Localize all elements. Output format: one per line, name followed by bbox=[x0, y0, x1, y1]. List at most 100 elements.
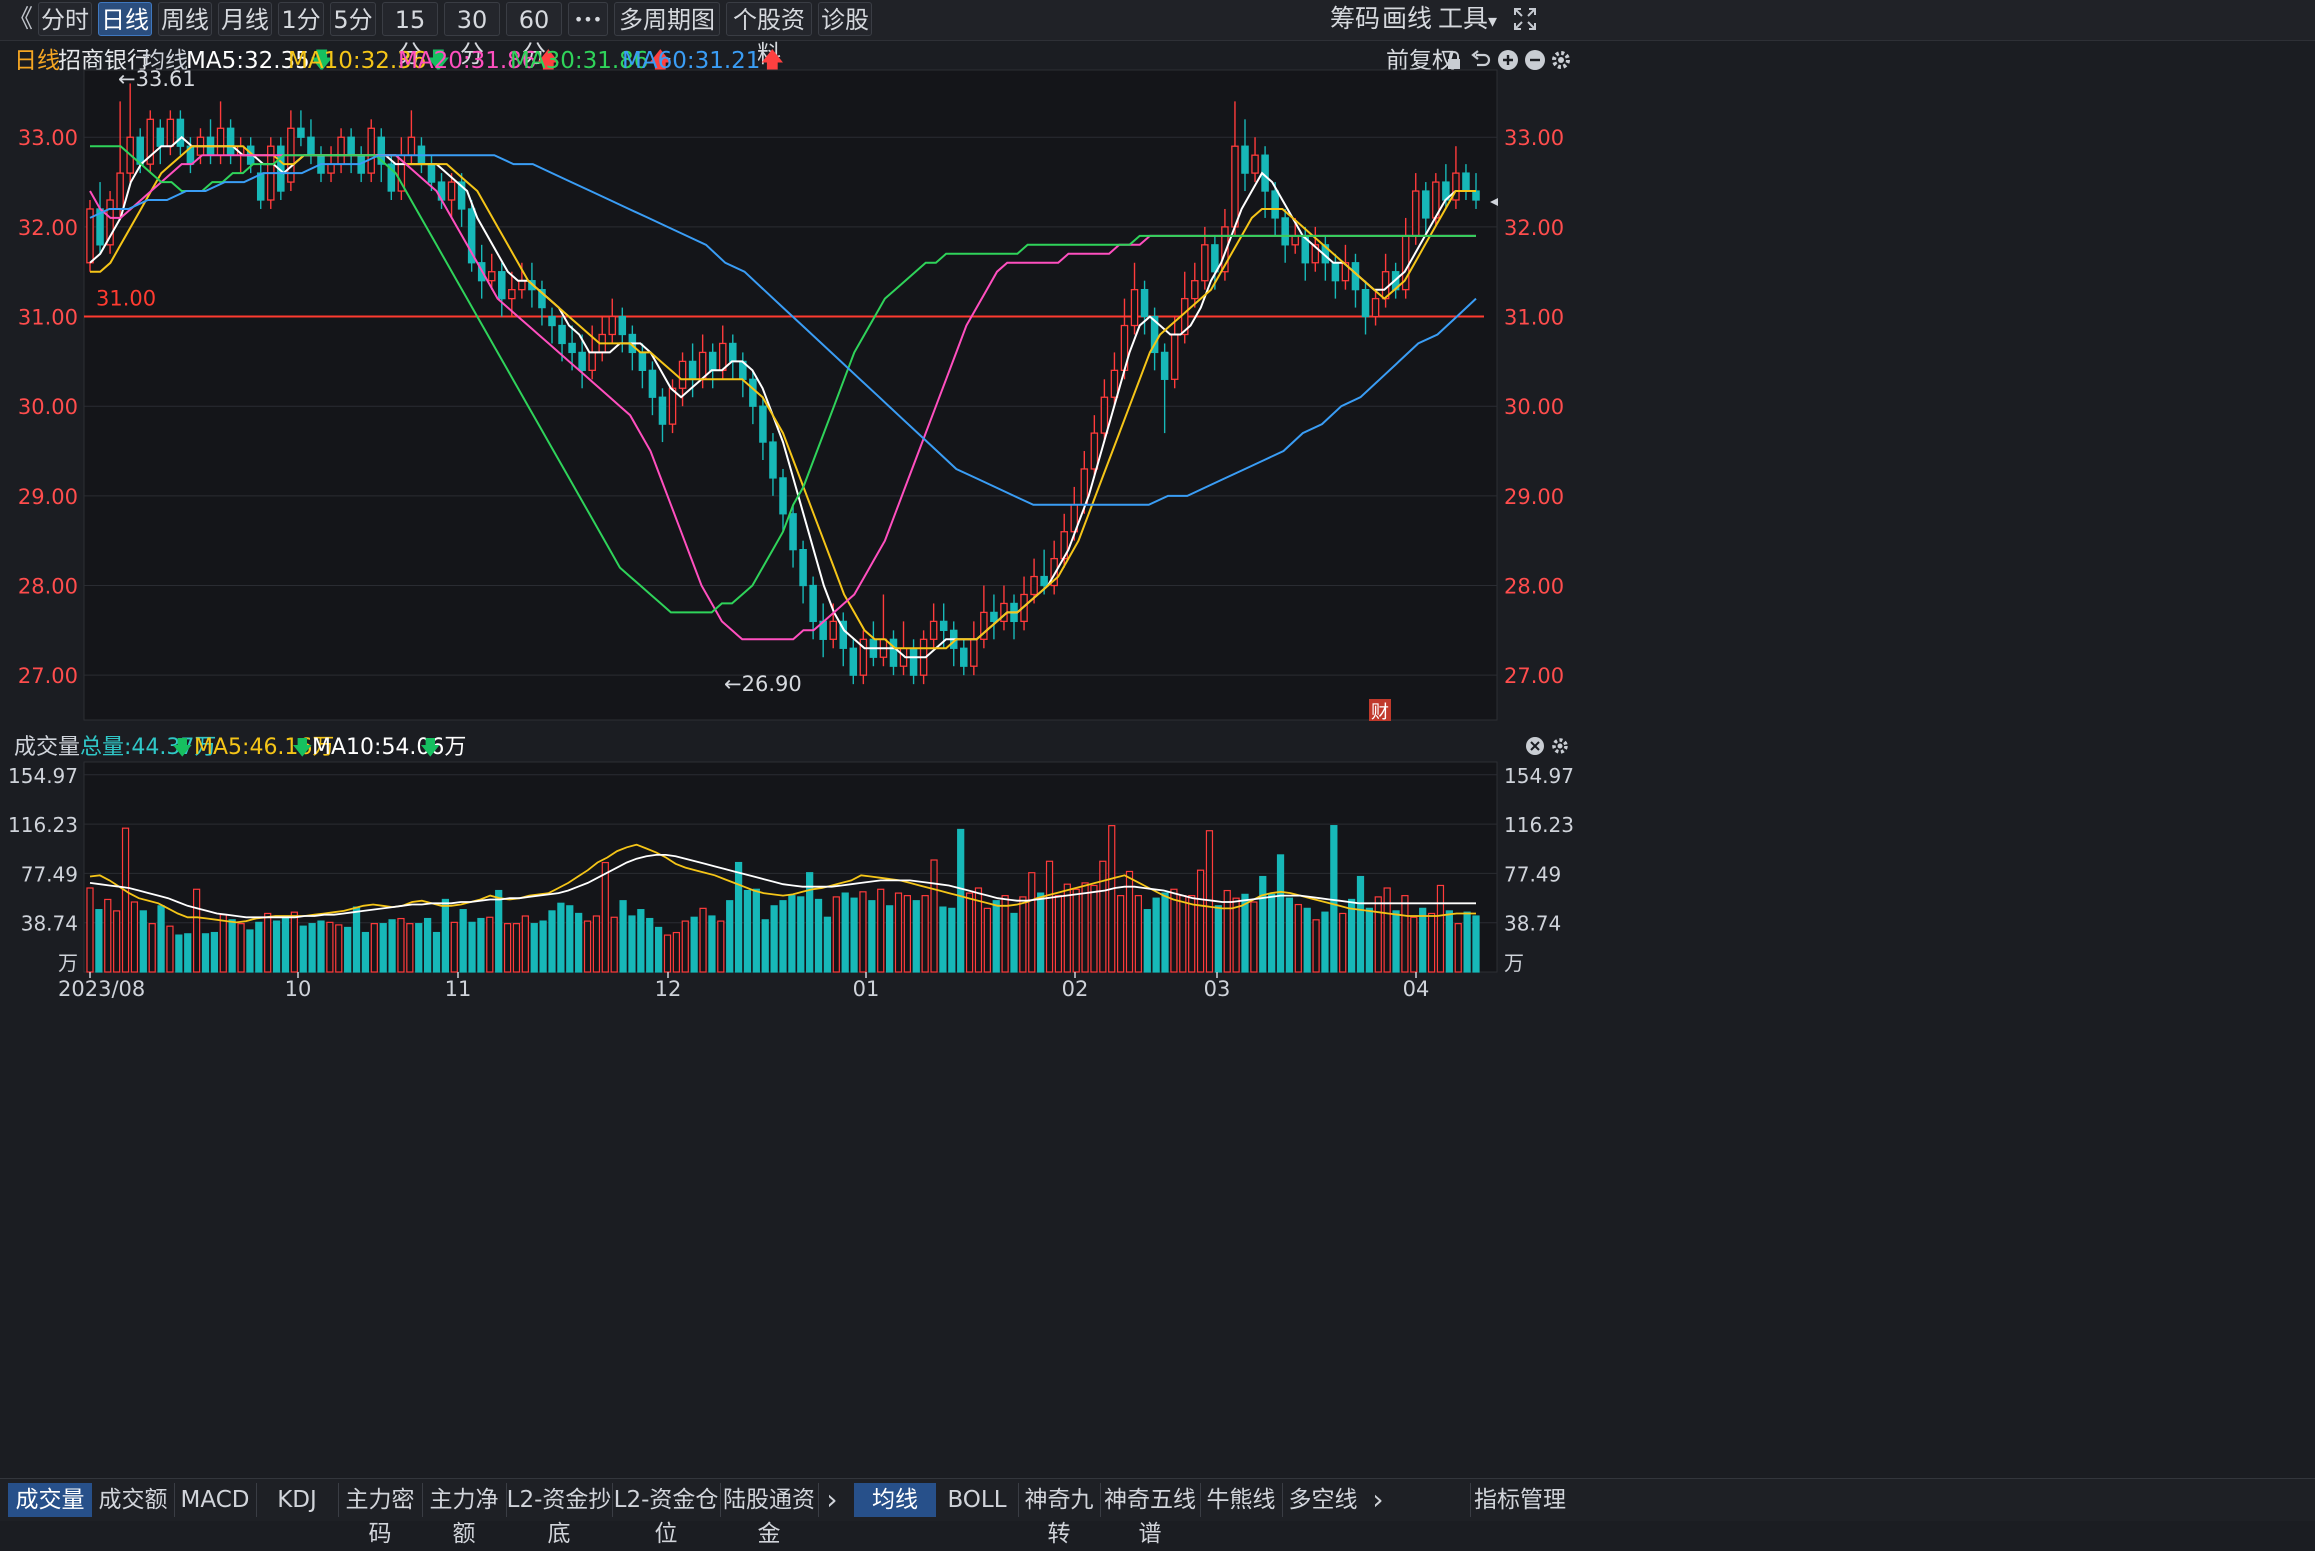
gear-icon[interactable] bbox=[1550, 49, 1572, 71]
fullscreen-icon[interactable] bbox=[1512, 6, 1538, 32]
volume-bar-up bbox=[1374, 896, 1382, 973]
volume-axis-left: 154.97 116.23 77.49 38.74 万 bbox=[8, 764, 78, 975]
volume-bar-up bbox=[1063, 883, 1071, 973]
candle-down bbox=[156, 127, 165, 147]
finance-badge[interactable]: 财 bbox=[1369, 699, 1391, 723]
close-volume-icon[interactable] bbox=[1526, 737, 1544, 755]
tab-kdj[interactable]: KDJ bbox=[256, 1483, 339, 1517]
diagnose-button[interactable]: 诊股 bbox=[818, 2, 872, 36]
tab-magic-five[interactable]: 神奇五线谱 bbox=[1100, 1483, 1201, 1547]
price-tick-right: 29.00 bbox=[1504, 485, 1564, 509]
indicator-manage-button[interactable]: 指标管理 bbox=[1470, 1483, 1569, 1517]
period-tab-daily[interactable]: 日线 bbox=[98, 2, 152, 36]
tools-button[interactable]: 工具▾ bbox=[1438, 2, 1497, 36]
date-label: 12 bbox=[655, 977, 682, 1001]
volume-bar-up bbox=[166, 925, 174, 973]
volume-bar-up bbox=[130, 901, 139, 973]
volume-bar-down bbox=[157, 905, 165, 973]
volume-bar-down bbox=[646, 917, 654, 973]
volume-bar-down bbox=[948, 907, 956, 973]
tools-dropdown-icon: ▾ bbox=[1488, 11, 1498, 32]
draw-line-button[interactable]: 画线 bbox=[1382, 4, 1433, 33]
tab-scroll-right-icon[interactable]: › bbox=[826, 1483, 838, 1516]
period-tab-fenshi[interactable]: 分时 bbox=[38, 2, 92, 36]
tab-main-net[interactable]: 主力净额 bbox=[422, 1483, 507, 1547]
ma-lines bbox=[89, 135, 1477, 659]
tab-l2-bottom[interactable]: L2-资金抄底 bbox=[506, 1483, 613, 1547]
volume-tick-right: 77.49 bbox=[1504, 862, 1561, 886]
period-tab-weekly[interactable]: 周线 bbox=[158, 2, 212, 36]
more-periods-button[interactable]: ••• bbox=[568, 2, 608, 36]
volume-settings-icon[interactable] bbox=[1552, 738, 1568, 754]
ma30-line bbox=[90, 145, 1476, 614]
finance-badge-text: 财 bbox=[1371, 702, 1389, 723]
tab-l2-position[interactable]: L2-资金仓位 bbox=[612, 1483, 721, 1547]
tab-turnover[interactable]: 成交额 bbox=[92, 1483, 175, 1517]
tab-long-short[interactable]: 多空线 bbox=[1288, 1487, 1358, 1513]
undo-icon[interactable] bbox=[1470, 49, 1492, 71]
candle-down bbox=[1361, 289, 1370, 318]
kline-chart[interactable]: 33.00 32.00 31.00 30.00 29.00 28.00 27.00 33.0… bbox=[0, 40, 2315, 1477]
period-tab-monthly[interactable]: 月线 bbox=[218, 2, 272, 36]
volume-bar-down bbox=[344, 926, 352, 973]
date-axis: 2023/08 10 11 12 01 02 03 04 bbox=[58, 972, 1429, 1001]
tab-northbound[interactable]: 陆股通资金 bbox=[720, 1483, 819, 1547]
candle-down bbox=[558, 324, 566, 345]
multi-period-label: 多周期图 bbox=[619, 6, 715, 34]
chips-button[interactable]: 筹码 bbox=[1330, 4, 1381, 33]
candle-down bbox=[347, 136, 355, 156]
multi-period-button[interactable]: 多周期图 ⌄ bbox=[614, 2, 720, 67]
candle-down bbox=[578, 351, 586, 371]
volume-bar-down bbox=[734, 861, 743, 973]
volume-bar-up bbox=[1250, 901, 1258, 973]
last-price-marker-icon bbox=[1490, 198, 1498, 206]
stock-profile-button[interactable]: 个股资料 bbox=[726, 2, 812, 68]
volume-tick-left: 38.74 bbox=[21, 912, 78, 936]
volume-bar-down bbox=[228, 919, 236, 973]
tab-macd[interactable]: MACD bbox=[174, 1483, 257, 1517]
volume-bar-up bbox=[397, 917, 405, 973]
back-button[interactable]: 《 bbox=[8, 4, 34, 33]
tab-ma[interactable]: 均线 bbox=[854, 1483, 936, 1517]
volume-tick-right: 38.74 bbox=[1504, 912, 1561, 936]
volume-bar-up bbox=[326, 921, 334, 973]
volume-ma10-line bbox=[89, 854, 1476, 919]
period-tab-30min[interactable]: 30分 bbox=[444, 2, 500, 68]
volume-bar-down bbox=[575, 912, 583, 973]
candle-down bbox=[1462, 172, 1470, 192]
volume-bar-up bbox=[1196, 869, 1205, 973]
period-tab-1min[interactable]: 1分 bbox=[278, 2, 324, 36]
tab-magic-nine[interactable]: 神奇九转 bbox=[1018, 1483, 1101, 1547]
tab-volume[interactable]: 成交量 bbox=[8, 1483, 92, 1517]
volume-bar-down bbox=[797, 896, 805, 973]
candle-down bbox=[1150, 315, 1159, 354]
volume-bar-down bbox=[850, 897, 858, 973]
period-tab-5min[interactable]: 5分 bbox=[330, 2, 376, 36]
volume-bar-up bbox=[1170, 888, 1178, 973]
volume-bar-up bbox=[699, 907, 707, 973]
period-tab-60min[interactable]: 60分 bbox=[506, 2, 562, 68]
tools-label: 工具 bbox=[1438, 4, 1489, 33]
date-label: 04 bbox=[1403, 977, 1430, 1001]
volume-bar-down bbox=[255, 921, 263, 973]
period-tab-15min[interactable]: 15分 bbox=[382, 2, 438, 68]
volume-unit-right: 万 bbox=[1504, 951, 1524, 975]
volume-bar-down bbox=[352, 906, 361, 973]
arrow-down-icon: 🡇 bbox=[420, 735, 441, 759]
volume-bar-down bbox=[1285, 897, 1294, 973]
candle-down bbox=[749, 378, 757, 407]
candle-up bbox=[668, 387, 677, 425]
candle-up bbox=[929, 620, 938, 640]
volume-bar-down bbox=[1214, 905, 1222, 973]
tab-boll[interactable]: BOLL bbox=[936, 1483, 1019, 1517]
lock-icon[interactable] bbox=[1446, 50, 1462, 70]
tab-scroll-right-icon[interactable]: › bbox=[1372, 1483, 1384, 1516]
tab-bull-bear[interactable]: 牛熊线 bbox=[1200, 1483, 1283, 1517]
zoom-out-icon[interactable] bbox=[1524, 49, 1546, 71]
date-label: 02 bbox=[1062, 977, 1089, 1001]
volume-bar-down bbox=[1347, 898, 1356, 973]
price-tick-left: 28.00 bbox=[18, 575, 78, 599]
tab-main-code[interactable]: 主力密码 bbox=[338, 1483, 423, 1547]
date-label: 03 bbox=[1204, 977, 1231, 1001]
zoom-in-icon[interactable] bbox=[1497, 49, 1519, 71]
